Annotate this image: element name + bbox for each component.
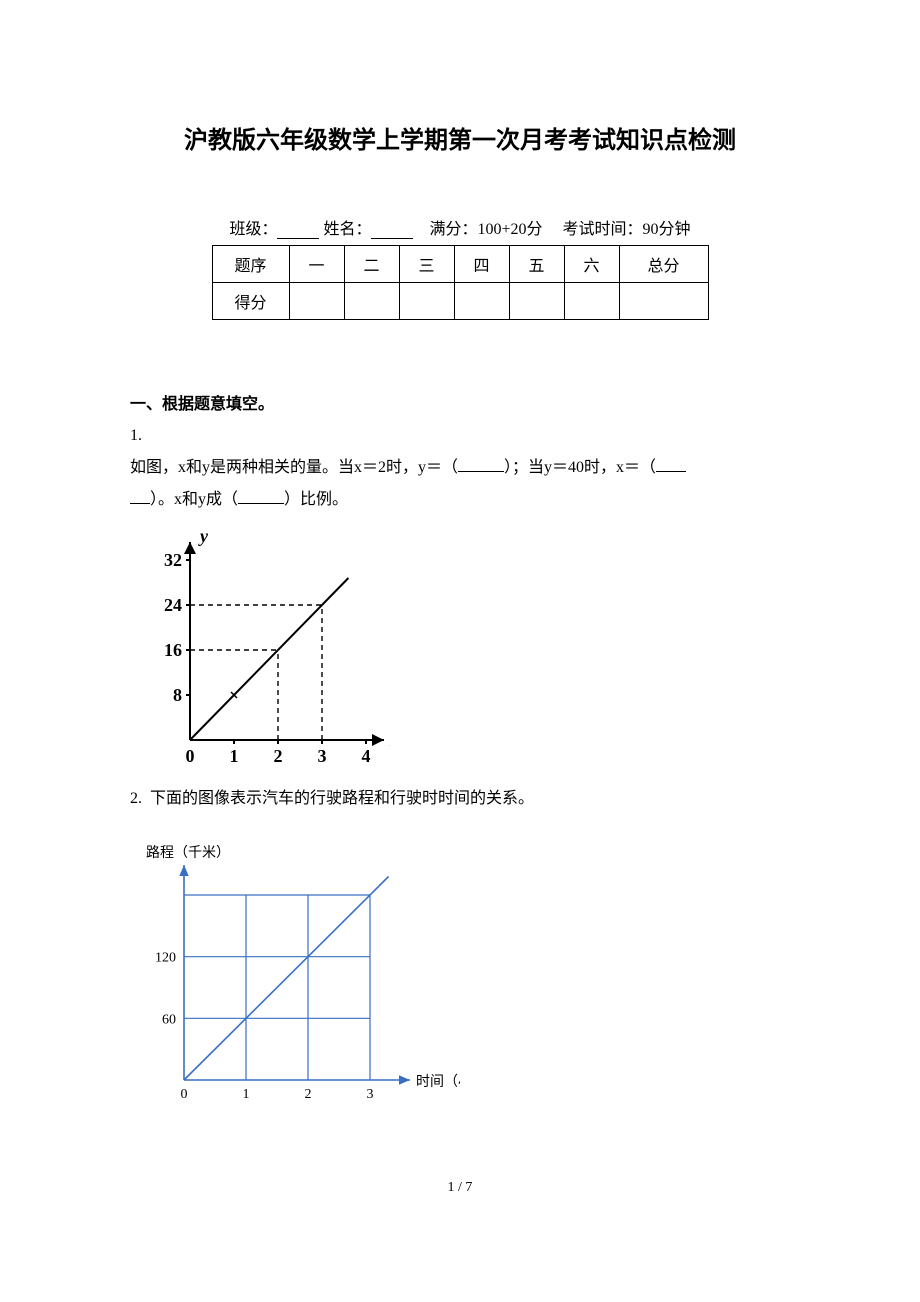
chart-2: 0 1 2 3 60 120 路程（千米） 时间（小时） <box>130 845 790 1120</box>
svg-text:y: y <box>198 530 209 546</box>
fullmark-value: 100+20分 <box>477 221 542 238</box>
svg-text:60: 60 <box>162 1012 176 1027</box>
question-2: 2. 下面的图像表示汽车的行驶路程和行驶时时间的关系。 <box>130 783 790 815</box>
svg-text:24: 24 <box>164 595 182 615</box>
svg-text:4: 4 <box>362 746 371 766</box>
score-cell <box>564 283 619 320</box>
q2-text: 下面的图像表示汽车的行驶路程和行驶时时间的关系。 <box>150 790 534 807</box>
chart-1: 0 1 2 3 4 8 16 24 32 y x <box>130 530 790 775</box>
svg-text:1: 1 <box>230 746 239 766</box>
time-value: 90分钟 <box>643 221 691 238</box>
score-cell <box>344 283 399 320</box>
score-cell <box>454 283 509 320</box>
svg-text:2: 2 <box>274 746 283 766</box>
chart-2-svg: 0 1 2 3 60 120 路程（千米） 时间（小时） <box>130 845 460 1115</box>
svg-text:1: 1 <box>243 1087 250 1102</box>
svg-text:2: 2 <box>305 1087 312 1102</box>
col-total: 总分 <box>619 246 708 283</box>
svg-text:时间（小时）: 时间（小时） <box>416 1074 460 1090</box>
score-cell <box>619 283 708 320</box>
header-line: 班级： 姓名： 满分：100+20分 考试时间：90分钟 <box>130 215 790 239</box>
q1-blank-1 <box>458 455 504 472</box>
col-3: 三 <box>399 246 454 283</box>
q1-blank-3 <box>238 487 284 504</box>
row1-label: 题序 <box>212 246 289 283</box>
svg-text:0: 0 <box>186 746 195 766</box>
score-table: 题序 一 二 三 四 五 六 总分 得分 <box>212 245 709 320</box>
score-cell <box>509 283 564 320</box>
q1-text-d: ）比例。 <box>284 491 348 508</box>
svg-text:0: 0 <box>181 1087 188 1102</box>
q1-text-b: ）；当y＝40时，x＝（ <box>504 459 656 476</box>
q1-number: 1. <box>130 427 142 444</box>
time-label: 考试时间： <box>563 221 643 238</box>
svg-text:8: 8 <box>173 685 182 705</box>
chart-1-svg: 0 1 2 3 4 8 16 24 32 y x <box>130 530 390 770</box>
fullmark-label: 满分： <box>429 221 477 238</box>
svg-text:路程（千米）: 路程（千米） <box>146 845 230 861</box>
svg-text:3: 3 <box>318 746 327 766</box>
name-label: 姓名： <box>323 221 371 238</box>
col-5: 五 <box>509 246 564 283</box>
svg-text:32: 32 <box>164 550 182 570</box>
name-blank <box>371 238 413 239</box>
col-4: 四 <box>454 246 509 283</box>
svg-text:120: 120 <box>155 951 176 966</box>
section-1-heading: 一、根据题意填空。 <box>130 390 790 414</box>
q1-text-a: 如图，x和y是两种相关的量。当x＝2时，y＝（ <box>130 459 458 476</box>
svg-text:3: 3 <box>367 1087 374 1102</box>
col-6: 六 <box>564 246 619 283</box>
q2-number: 2. <box>130 790 142 807</box>
score-table-header-row: 题序 一 二 三 四 五 六 总分 <box>212 246 708 283</box>
page-title: 沪教版六年级数学上学期第一次月考考试知识点检测 <box>130 120 790 155</box>
col-1: 一 <box>289 246 344 283</box>
col-2: 二 <box>344 246 399 283</box>
svg-text:x: x <box>389 730 390 750</box>
score-cell <box>399 283 454 320</box>
question-1: 1. 如图，x和y是两种相关的量。当x＝2时，y＝（ ）；当y＝40时，x＝（ ）… <box>130 420 790 516</box>
svg-text:16: 16 <box>164 640 182 660</box>
score-table-score-row: 得分 <box>212 283 708 320</box>
page-footer: 1 / 7 <box>130 1180 790 1196</box>
q1-blank-2 <box>656 455 686 472</box>
class-blank <box>277 238 319 239</box>
class-label: 班级： <box>229 221 277 238</box>
score-cell <box>289 283 344 320</box>
row2-label: 得分 <box>212 283 289 320</box>
q1-text-c: ）。x和y成（ <box>150 491 238 508</box>
q1-blank-2b <box>130 487 150 504</box>
